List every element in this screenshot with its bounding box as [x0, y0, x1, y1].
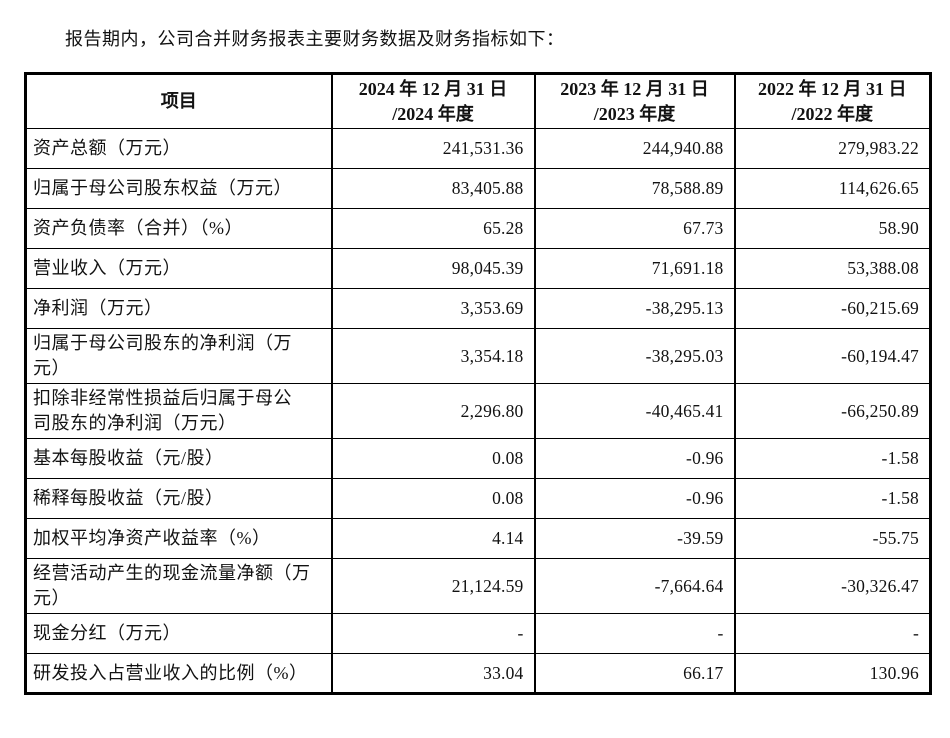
row-value-2024: 21,124.59 [330, 558, 536, 614]
row-value-2022: -60,194.47 [733, 328, 932, 384]
row-value-2023: - [533, 613, 736, 654]
row-label: 营业收入（万元） [24, 248, 333, 289]
table-row: 资产负债率（合并）（%） 65.28 67.73 58.90 [24, 208, 932, 249]
row-label: 归属于母公司股东的净利润（万 元） [24, 328, 333, 384]
table-row: 基本每股收益（元/股） 0.08 -0.96 -1.58 [24, 438, 932, 479]
row-value-2023: 66.17 [533, 653, 736, 694]
table-row: 净利润（万元） 3,353.69 -38,295.13 -60,215.69 [24, 288, 932, 329]
table-row: 研发投入占营业收入的比例（%） 33.04 66.17 130.96 [24, 653, 932, 694]
table-row: 稀释每股收益（元/股） 0.08 -0.96 -1.58 [24, 478, 932, 519]
row-value-2024: 3,353.69 [330, 288, 536, 329]
row-value-2023: -7,664.64 [533, 558, 736, 614]
table-row: 营业收入（万元） 98,045.39 71,691.18 53,388.08 [24, 248, 932, 289]
table-header-row: 项目 2024 年 12 月 31 日 /2024 年度 2023 年 12 月… [24, 73, 932, 129]
row-value-2022: -55.75 [733, 518, 932, 559]
row-value-2022: 114,626.65 [733, 168, 932, 209]
row-value-2022: -1.58 [733, 438, 932, 479]
row-value-2022: 53,388.08 [733, 248, 932, 289]
row-value-2024: 65.28 [330, 208, 536, 249]
table-row: 经营活动产生的现金流量净额（万 元） 21,124.59 -7,664.64 -… [24, 558, 932, 614]
table-row: 资产总额（万元） 241,531.36 244,940.88 279,983.2… [24, 128, 932, 169]
row-value-2024: 3,354.18 [330, 328, 536, 384]
intro-text: 报告期内，公司合并财务报表主要财务数据及财务指标如下： [65, 29, 565, 49]
row-value-2022: -1.58 [733, 478, 932, 519]
row-value-2023: 71,691.18 [533, 248, 736, 289]
row-value-2024: 83,405.88 [330, 168, 536, 209]
table-row: 扣除非经常性损益后归属于母公 司股东的净利润（万元） 2,296.80 -40,… [24, 383, 932, 439]
row-value-2023: 67.73 [533, 208, 736, 249]
row-label: 研发投入占营业收入的比例（%） [24, 653, 333, 694]
row-label: 加权平均净资产收益率（%） [24, 518, 333, 559]
row-value-2023: 244,940.88 [533, 128, 736, 169]
row-value-2024: 2,296.80 [330, 383, 536, 439]
row-value-2023: -39.59 [533, 518, 736, 559]
header-period-2024: 2024 年 12 月 31 日 /2024 年度 [330, 73, 536, 129]
row-label: 基本每股收益（元/股） [24, 438, 333, 479]
row-label: 稀释每股收益（元/股） [24, 478, 333, 519]
row-value-2022: 58.90 [733, 208, 932, 249]
row-value-2024: 0.08 [330, 438, 536, 479]
row-value-2024: 98,045.39 [330, 248, 536, 289]
table-row: 加权平均净资产收益率（%） 4.14 -39.59 -55.75 [24, 518, 932, 559]
row-value-2023: -38,295.03 [533, 328, 736, 384]
header-item: 项目 [24, 73, 333, 129]
row-value-2022: - [733, 613, 932, 654]
row-value-2024: 0.08 [330, 478, 536, 519]
row-value-2023: -40,465.41 [533, 383, 736, 439]
row-label: 资产负债率（合并）（%） [24, 208, 333, 249]
row-value-2022: 279,983.22 [733, 128, 932, 169]
row-label: 资产总额（万元） [24, 128, 333, 169]
row-label: 经营活动产生的现金流量净额（万 元） [24, 558, 333, 614]
table-row: 归属于母公司股东的净利润（万 元） 3,354.18 -38,295.03 -6… [24, 328, 932, 384]
document-page: { "intro": "报告期内，公司合并财务报表主要财务数据及财务指标如下："… [0, 27, 950, 738]
table-row: 归属于母公司股东权益（万元） 83,405.88 78,588.89 114,6… [24, 168, 932, 209]
header-period-2023: 2023 年 12 月 31 日 /2023 年度 [533, 73, 736, 129]
row-value-2024: - [330, 613, 536, 654]
row-value-2022: 130.96 [733, 653, 932, 694]
row-label: 现金分红（万元） [24, 613, 333, 654]
row-value-2023: -38,295.13 [533, 288, 736, 329]
row-value-2022: -60,215.69 [733, 288, 932, 329]
row-value-2024: 241,531.36 [330, 128, 536, 169]
row-value-2022: -66,250.89 [733, 383, 932, 439]
row-value-2024: 4.14 [330, 518, 536, 559]
row-label: 扣除非经常性损益后归属于母公 司股东的净利润（万元） [24, 383, 333, 439]
row-value-2023: -0.96 [533, 438, 736, 479]
row-value-2024: 33.04 [330, 653, 536, 694]
financial-data-table: 项目 2024 年 12 月 31 日 /2024 年度 2023 年 12 月… [24, 72, 932, 695]
header-period-2022: 2022 年 12 月 31 日 /2022 年度 [733, 73, 932, 129]
row-label: 净利润（万元） [24, 288, 333, 329]
table-row: 现金分红（万元） - - - [24, 613, 932, 654]
row-label: 归属于母公司股东权益（万元） [24, 168, 333, 209]
row-value-2023: 78,588.89 [533, 168, 736, 209]
row-value-2022: -30,326.47 [733, 558, 932, 614]
row-value-2023: -0.96 [533, 478, 736, 519]
